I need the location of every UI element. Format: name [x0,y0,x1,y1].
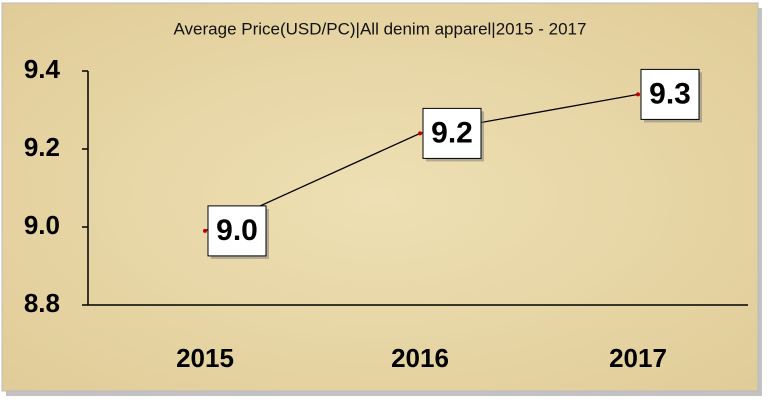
y-tick-label: 9.2 [24,132,60,162]
data-label: 9.0 [216,214,258,247]
y-tick-label: 9.0 [24,210,60,240]
data-point [636,92,640,97]
y-tick-label: 8.8 [24,288,60,318]
chart-title: Average Price(USD/PC)|All denim apparel|… [174,19,587,38]
data-label: 9.3 [649,77,691,110]
x-tick-label: 2015 [176,343,234,373]
chart-background [1,2,759,392]
data-point [203,228,207,233]
y-tick-label: 9.4 [24,54,61,84]
x-tick-label: 2017 [609,343,667,373]
data-point [418,131,422,136]
label-box [640,68,700,120]
label-box [207,205,267,257]
x-tick-label: 2016 [391,343,449,373]
label-box [422,107,482,159]
data-label: 9.2 [431,116,473,149]
